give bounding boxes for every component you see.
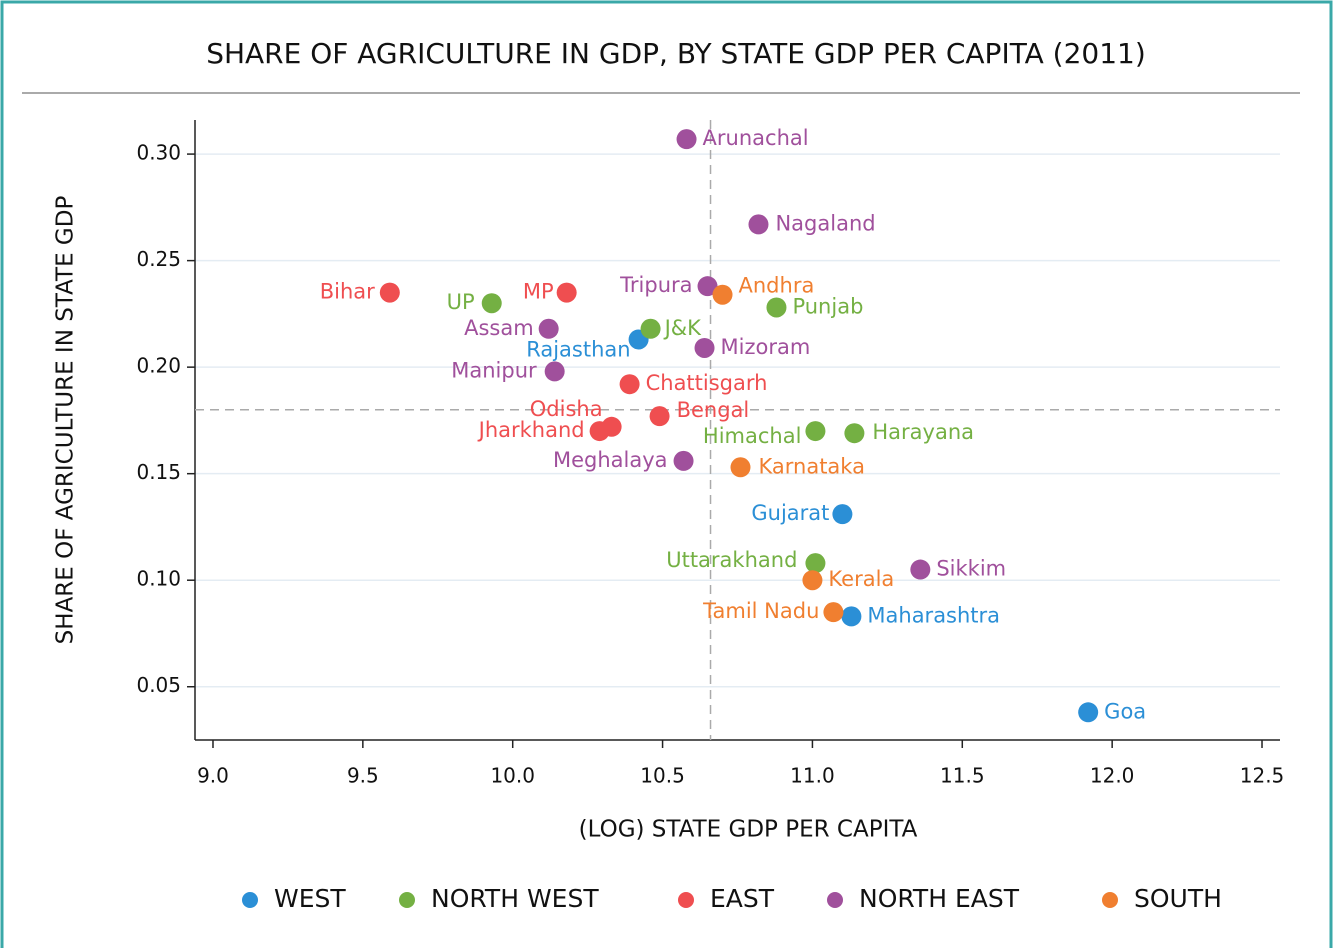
x-tick-label: 11.5 [940,764,985,788]
x-tick-label: 10.0 [490,764,535,788]
point [481,293,502,314]
point [1078,702,1099,723]
point-label: Harayana [872,420,974,444]
point [544,361,565,382]
legend-marker [242,892,258,908]
point-label: UP [447,290,475,314]
legend-label: WEST [274,884,346,913]
y-axis-label: SHARE OF AGRICULTURE IN STATE GDP [53,196,79,645]
point [802,570,823,591]
point [712,284,733,305]
y-tick-label: 0.10 [136,567,181,591]
point [694,337,715,358]
x-tick-label: 9.5 [347,764,379,788]
point [823,602,844,623]
x-tick-label: 10.5 [640,764,685,788]
point-label: MP [523,280,554,304]
point-label: Gujarat [751,501,829,525]
point [730,457,751,478]
point [805,421,826,442]
point-label: Uttarakhand [666,548,797,572]
point [619,374,640,395]
y-tick-label: 0.25 [136,247,181,271]
point-label: Arunachal [703,126,809,150]
legend-marker [399,892,415,908]
point [841,606,862,627]
y-tick-label: 0.20 [136,354,181,378]
point-label: Tamil Nadu [702,599,819,623]
legend-marker [1102,892,1118,908]
x-tick-label: 12.5 [1240,764,1285,788]
point-label: Meghalaya [553,448,668,472]
y-tick-label: 0.30 [136,141,181,165]
chart-title: SHARE OF AGRICULTURE IN GDP, BY STATE GD… [206,37,1146,70]
point [766,297,787,318]
point-label: Goa [1104,699,1146,723]
point [673,450,694,471]
legend-label: SOUTH [1134,884,1222,913]
point-label: Manipur [451,358,537,382]
x-axis-label: (LOG) STATE GDP PER CAPITA [579,817,918,843]
legend-label: NORTH WEST [431,884,599,913]
point-label: Tripura [619,273,692,297]
point [589,421,610,442]
point-label: Assam [464,316,534,340]
point [538,318,559,339]
point [805,553,826,574]
point [556,282,577,303]
point [910,559,931,580]
point [649,406,670,427]
point-label: Karnataka [758,454,864,478]
point [697,276,718,297]
point-label: Rajasthan [526,337,630,361]
point-label: Sikkim [936,557,1006,581]
y-tick-label: 0.05 [136,673,181,697]
point-label: Himachal [703,424,802,448]
point-label: Odisha [530,397,603,421]
point-label: Punjab [792,294,863,318]
point-label: Maharashtra [867,603,1000,627]
point [844,423,865,444]
point [379,282,400,303]
point-label: Bihar [320,280,375,304]
legend-marker [678,892,694,908]
point-label: Andhra [739,274,815,298]
legend-label: EAST [710,884,775,913]
point [748,214,769,235]
point-label: J&K [663,316,703,340]
x-tick-label: 9.0 [197,764,229,788]
point-label: Mizoram [721,335,811,359]
point-label: Nagaland [775,211,875,235]
x-tick-label: 12.0 [1090,764,1135,788]
point [832,504,853,525]
point [676,129,697,150]
point-label: Bengal [677,398,750,422]
point-label: Jharkhand [477,418,585,442]
point [640,318,661,339]
legend-label: NORTH EAST [859,884,1020,913]
x-tick-label: 11.0 [790,764,835,788]
point-label: Chattisgarh [646,371,768,395]
legend-marker [827,892,843,908]
y-tick-label: 0.15 [136,460,181,484]
point-label: Kerala [828,567,894,591]
